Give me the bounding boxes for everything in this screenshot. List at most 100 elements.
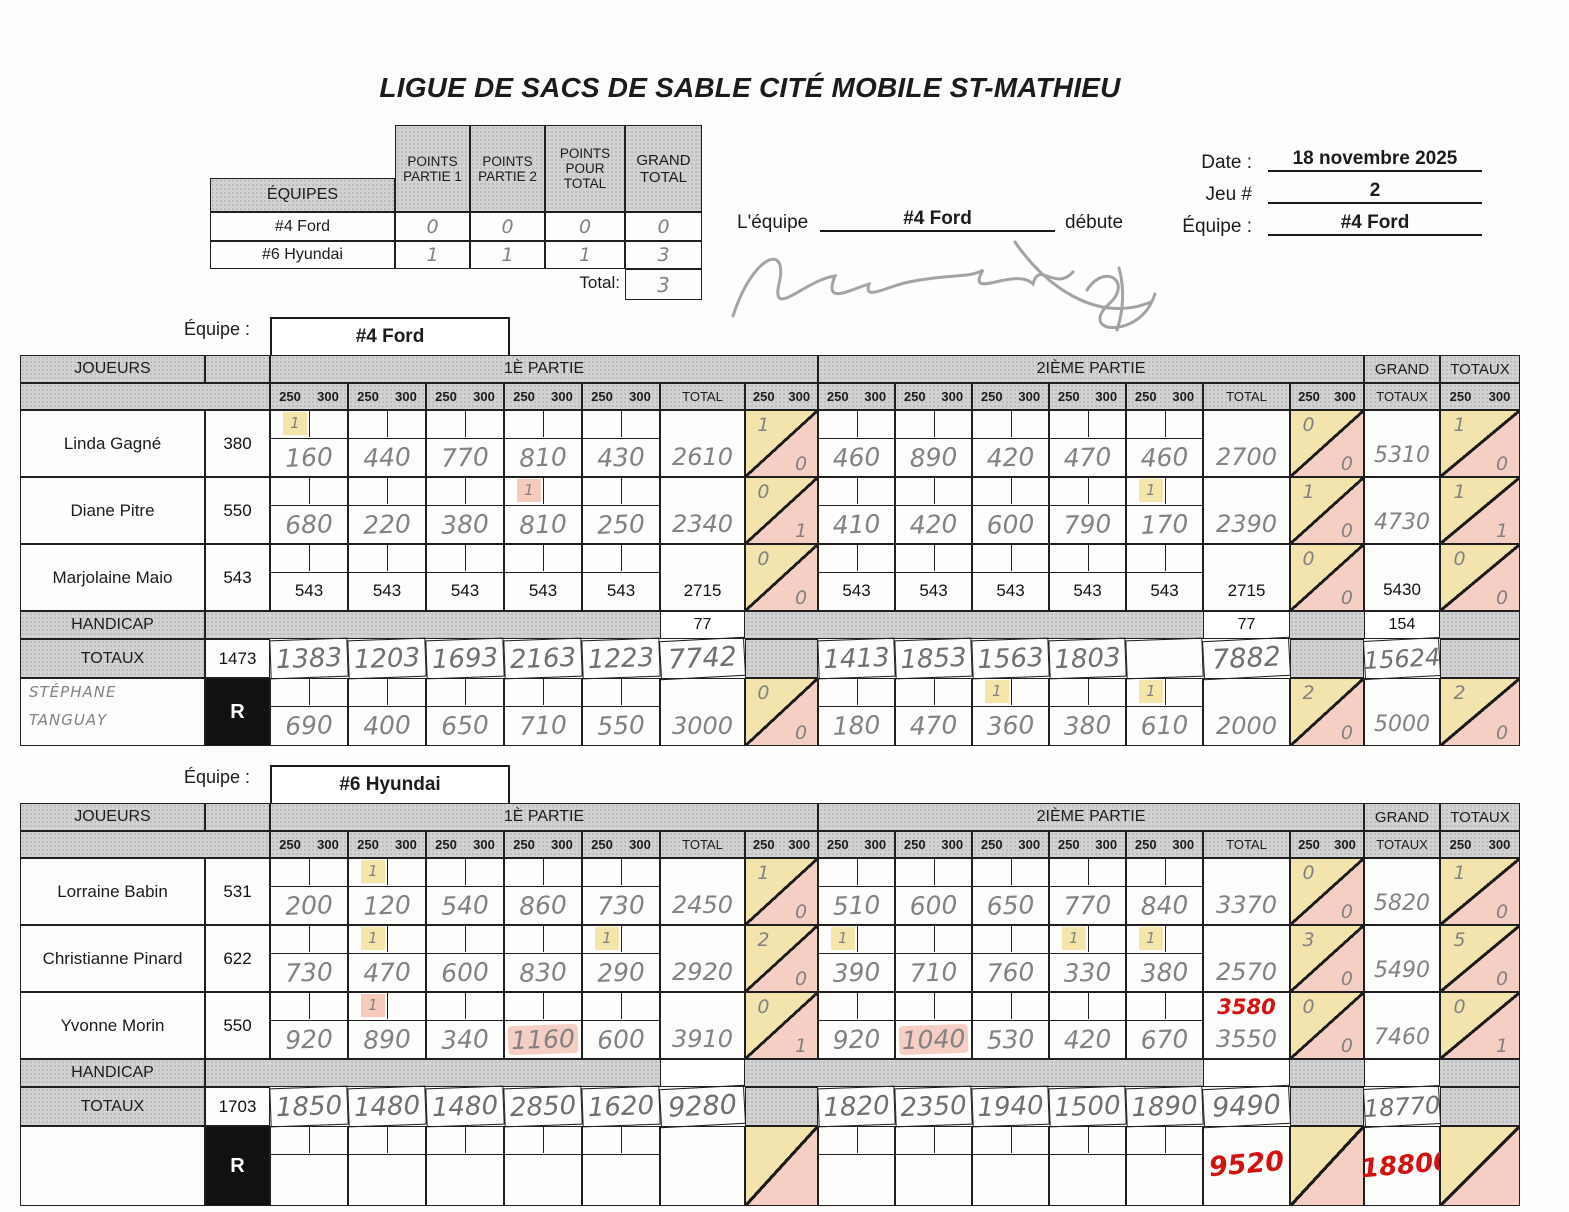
score-cell: 470 bbox=[895, 678, 972, 746]
totaux-diag-blank bbox=[1290, 1087, 1364, 1126]
score-subrow bbox=[896, 1127, 971, 1155]
col-header-250-300: 250 300 bbox=[818, 831, 895, 858]
totaux-col-value: 1223 bbox=[581, 637, 661, 680]
partie2-header: 2IÈME PARTIE bbox=[818, 355, 1364, 383]
score-value: 420 bbox=[909, 508, 958, 540]
col-header-250-300: 250 300 bbox=[1126, 831, 1203, 858]
score-subrow bbox=[505, 993, 581, 1021]
score-subrow bbox=[1050, 411, 1125, 439]
score-value: 543 bbox=[450, 581, 480, 600]
summary-value: 0 bbox=[470, 212, 545, 241]
points-value-top: 0 bbox=[1302, 547, 1315, 570]
text: 250 bbox=[1298, 837, 1320, 852]
score-cell: 600 bbox=[895, 858, 972, 925]
points-value-top: 0 bbox=[1302, 995, 1315, 1018]
score-value: 530 bbox=[986, 1023, 1035, 1055]
points-value-bottom: 0 bbox=[794, 721, 808, 744]
score-cell: 680 bbox=[270, 477, 348, 544]
score-value: 710 bbox=[518, 710, 568, 741]
partie1-header: 1È PARTIE bbox=[270, 355, 818, 383]
score-cell: 543 bbox=[1049, 544, 1126, 611]
totaux-total: 7882 bbox=[1202, 636, 1291, 681]
text: 250 bbox=[826, 837, 849, 852]
r-box: R bbox=[205, 1126, 270, 1206]
summary-value: 1 bbox=[545, 241, 625, 269]
score-value: 290 bbox=[596, 956, 646, 988]
score-cell: 220 bbox=[348, 477, 426, 544]
totaux-col-value: 1850 bbox=[269, 1085, 349, 1128]
score-cell: 470 bbox=[1049, 410, 1126, 477]
text: 250 bbox=[980, 389, 1003, 404]
col-header-250-300: 250 300 bbox=[504, 831, 582, 858]
points-header-250-300: 250 300 bbox=[745, 831, 818, 858]
score-cell bbox=[504, 1126, 582, 1206]
col-header-250-300: 250 300 bbox=[972, 831, 1049, 858]
totaux-diag-blank bbox=[1440, 639, 1520, 678]
score-cell bbox=[582, 1126, 660, 1206]
score-value: 543 bbox=[919, 581, 948, 600]
score-subrow bbox=[271, 478, 347, 506]
round-total: 2700 bbox=[1203, 410, 1290, 477]
points-value-top: 0 bbox=[1453, 547, 1466, 570]
score-value: 710 bbox=[909, 956, 958, 988]
r-box: R bbox=[205, 678, 270, 746]
lequipe-label: L'équipe bbox=[737, 212, 809, 233]
handicap-total: 77 bbox=[660, 611, 745, 639]
score-subrow bbox=[349, 679, 425, 707]
col-header-250-300: 250 300 bbox=[348, 383, 426, 410]
score-cell: 600 bbox=[972, 477, 1049, 544]
score-subrow: 1 bbox=[819, 926, 894, 954]
text: 250 bbox=[591, 389, 613, 404]
text: 250 bbox=[903, 837, 926, 852]
round-total-value: 2390 bbox=[1215, 510, 1278, 538]
score-value: 200 bbox=[284, 889, 334, 921]
col-header-250-300: 250 300 bbox=[895, 831, 972, 858]
player-average: 531 bbox=[205, 858, 270, 925]
score-value: 470 bbox=[1063, 441, 1112, 473]
score-value: 543 bbox=[294, 581, 324, 600]
player-average: 550 bbox=[205, 477, 270, 544]
score-value: 550 bbox=[596, 710, 646, 741]
grand-header: GRAND bbox=[1364, 803, 1440, 831]
score-value: 760 bbox=[986, 956, 1035, 988]
points-header-250-300: 250 300 bbox=[745, 383, 818, 410]
score-subrow bbox=[819, 1127, 894, 1155]
score-cell: 1040 bbox=[895, 992, 972, 1059]
score-cell: 340 bbox=[426, 992, 504, 1059]
score-subrow bbox=[349, 1127, 425, 1155]
totaux-col-value: 2850 bbox=[503, 1085, 583, 1128]
player-name: Yvonne Morin bbox=[20, 992, 205, 1059]
score-cell: 1 360 bbox=[972, 678, 1049, 746]
text: 250 bbox=[357, 837, 379, 852]
points-value-bottom: 0 bbox=[1496, 452, 1509, 475]
score-cell: 1 380 bbox=[1126, 925, 1203, 992]
score-value: 440 bbox=[362, 441, 412, 473]
score-subrow bbox=[896, 411, 971, 439]
score-value: 170 bbox=[1140, 508, 1189, 540]
score-cell: 860 bbox=[504, 858, 582, 925]
points-value-bottom: 0 bbox=[1340, 452, 1353, 475]
score-cell: 180 bbox=[818, 678, 895, 746]
summary-value: 0 bbox=[625, 212, 702, 241]
score-subrow bbox=[505, 859, 581, 887]
grand-total: 5490 bbox=[1364, 925, 1440, 992]
score-value: 670 bbox=[1140, 1023, 1189, 1055]
score-value: 600 bbox=[440, 956, 490, 988]
equipe-label: Équipe : bbox=[1182, 216, 1252, 237]
score-value: 400 bbox=[362, 710, 412, 741]
table-equipe-label: Équipe : bbox=[183, 767, 250, 787]
score-cell: 840 bbox=[1126, 858, 1203, 925]
score-subrow bbox=[1127, 411, 1202, 439]
text: 300 bbox=[941, 389, 964, 404]
points-value-top: 0 bbox=[1453, 995, 1466, 1018]
points-value-top: 2 bbox=[1302, 681, 1315, 704]
player-name: Christianne Pinard bbox=[20, 925, 205, 992]
score-cell bbox=[818, 1126, 895, 1206]
text: 250 bbox=[435, 389, 457, 404]
